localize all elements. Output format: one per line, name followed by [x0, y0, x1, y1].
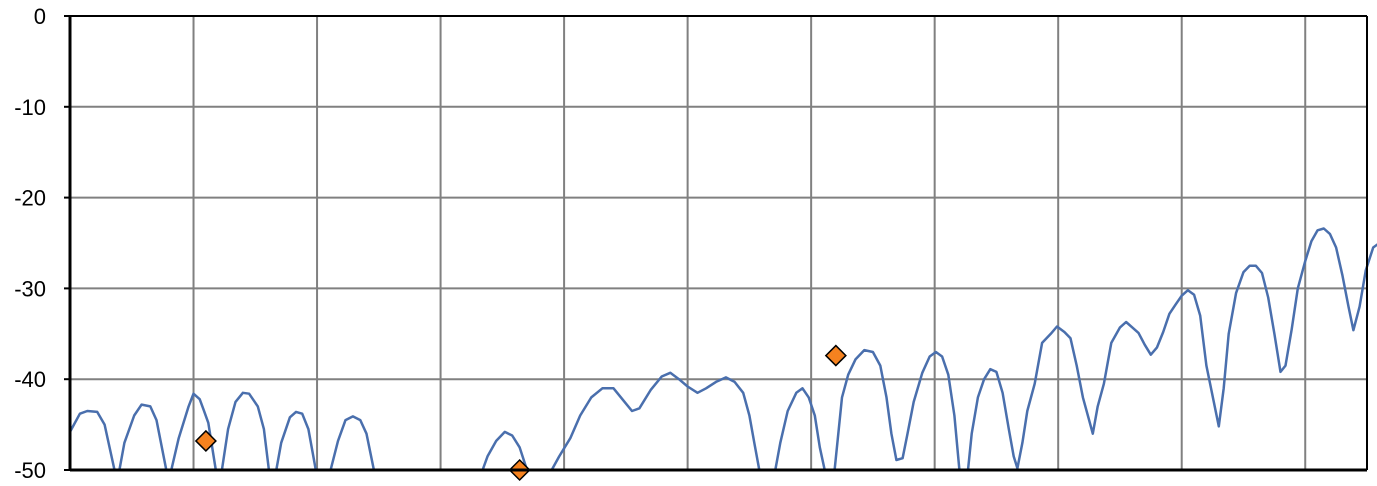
y-tick-label: -10	[14, 95, 46, 120]
data-marker	[824, 344, 847, 367]
axes	[64, 15, 1368, 472]
y-tick-label: -40	[14, 367, 46, 392]
y-tick-label: -20	[14, 186, 46, 211]
y-tick-label: -50	[14, 458, 46, 483]
y-tick-label: -30	[14, 276, 46, 301]
data-marker	[194, 429, 217, 453]
grid	[70, 16, 1367, 470]
marker-layer	[194, 344, 847, 482]
y-axis-ticks: 0 -10 -20 -30 -40 -50	[14, 4, 46, 483]
y-tick-label: 0	[34, 4, 46, 29]
series-layer	[68, 227, 1377, 472]
series-line	[68, 227, 1377, 472]
